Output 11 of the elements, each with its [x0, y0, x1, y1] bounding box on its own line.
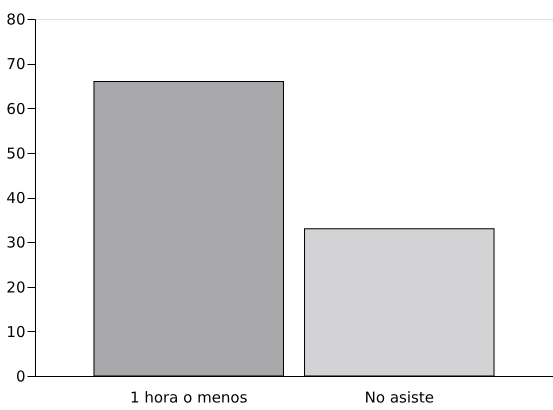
y-tick-label: 50 — [6, 144, 26, 162]
x-tick-label: No asiste — [364, 388, 434, 406]
x-tick-label: 1 hora o menos — [130, 388, 248, 406]
y-tick-label: 40 — [6, 189, 26, 207]
y-tick-label: 30 — [6, 234, 26, 252]
y-tick-label: 80 — [6, 10, 26, 28]
y-tick-label: 70 — [6, 55, 26, 74]
y-tick-label: 20 — [6, 278, 26, 296]
y-tick-label: 0 — [16, 368, 26, 386]
y-tick-label: 60 — [6, 100, 26, 118]
y-tick-label: 10 — [6, 322, 26, 341]
